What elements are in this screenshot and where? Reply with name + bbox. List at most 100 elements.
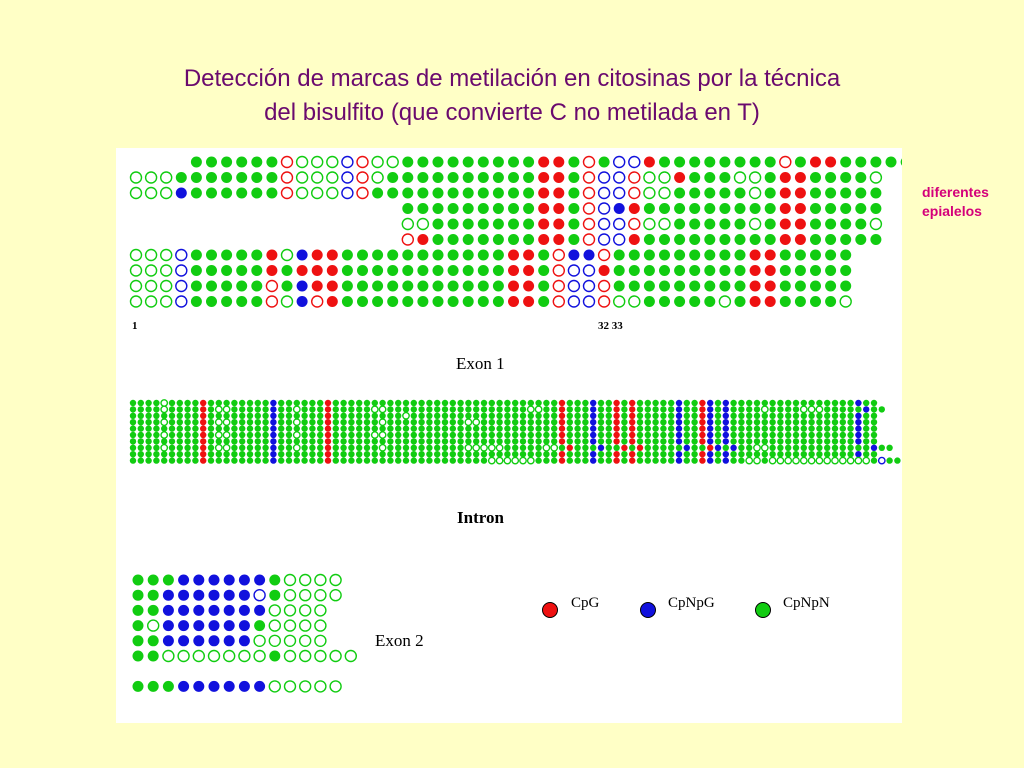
unmethylated-dot (292, 405, 301, 414)
methylated-dot (519, 412, 527, 419)
methylated-dot (558, 406, 566, 413)
methylated-dot (523, 218, 535, 230)
methylated-dot (523, 280, 535, 292)
methylated-dot (251, 187, 263, 199)
methylated-dot (574, 451, 581, 458)
legend: CpG CpNpG CpNpN (542, 595, 830, 618)
methylated-dot (402, 265, 414, 276)
methylated-dot (176, 431, 183, 439)
methylated-dot (238, 574, 250, 586)
methylated-dot (691, 438, 698, 445)
methylated-dot (175, 172, 187, 183)
methylated-dot (208, 635, 220, 647)
methylated-dot (800, 444, 807, 451)
methylated-dot (309, 451, 316, 458)
methylated-dot (477, 218, 489, 230)
methylated-dot (810, 265, 821, 276)
methylated-dot (480, 406, 488, 413)
methylated-dot (137, 444, 144, 451)
unmethylated-dot (341, 186, 354, 200)
methylated-dot (551, 412, 558, 419)
methylated-dot (769, 451, 776, 458)
methylated-dot (777, 425, 784, 432)
methylated-dot (410, 457, 417, 464)
methylated-dot (753, 438, 761, 445)
methylated-dot (262, 406, 269, 413)
methylated-dot (200, 457, 207, 464)
methylated-dot (855, 156, 867, 168)
methylated-dot (402, 399, 410, 407)
methylated-dot (675, 419, 683, 426)
methylated-dot (363, 444, 371, 451)
methylated-dot (605, 457, 612, 464)
methylated-dot (800, 412, 807, 419)
methylated-dot (764, 156, 776, 168)
methylated-dot (840, 203, 852, 214)
methylated-dot (492, 234, 504, 245)
methylated-dot (831, 444, 839, 451)
methylated-dot (794, 203, 806, 214)
methylated-dot (504, 419, 511, 426)
methylated-dot (176, 399, 183, 407)
unmethylated-dot (214, 443, 223, 452)
methylated-dot (519, 399, 527, 407)
methylated-dot (285, 431, 293, 439)
methylated-dot (605, 406, 612, 413)
methylated-dot (753, 425, 761, 432)
methylated-dot (558, 412, 566, 419)
methylated-dot (855, 419, 862, 426)
methylated-dot (293, 399, 300, 407)
methylated-dot (738, 444, 745, 451)
methylated-dot (207, 412, 215, 419)
methylated-dot (746, 431, 753, 439)
methylated-dot (379, 399, 386, 407)
methylated-dot (441, 399, 449, 407)
methylated-dot (278, 457, 285, 464)
methylated-dot (184, 425, 191, 432)
side-note-line-1: diferentes (922, 184, 989, 200)
methylated-dot (847, 399, 854, 407)
methylated-dot (147, 604, 159, 616)
methylated-dot (668, 425, 675, 432)
legend-cpnpn-dot (755, 602, 771, 618)
methylated-dot (417, 265, 429, 276)
methylated-dot (730, 425, 737, 432)
unmethylated-dot (310, 171, 324, 184)
methylated-dot (761, 457, 768, 464)
methylated-dot (441, 457, 449, 464)
methylated-dot (207, 425, 215, 432)
methylated-dot (387, 187, 399, 199)
methylated-dot (477, 172, 489, 183)
methylated-dot (691, 419, 698, 426)
methylated-dot (251, 296, 263, 307)
methylated-dot (410, 406, 417, 413)
unmethylated-dot (314, 634, 327, 647)
methylated-dot (816, 451, 823, 458)
unmethylated-dot (519, 456, 527, 465)
methylated-dot (779, 172, 791, 183)
exon1-position-start: 1 (132, 320, 138, 332)
methylated-dot (504, 399, 511, 407)
methylated-dot (683, 431, 690, 439)
methylated-dot (324, 451, 332, 458)
methylated-dot (779, 280, 791, 292)
unmethylated-dot (292, 418, 301, 427)
methylated-dot (543, 406, 550, 413)
methylated-dot (722, 399, 729, 407)
methylated-dot (764, 218, 776, 230)
methylated-dot (208, 589, 220, 601)
methylated-dot (324, 406, 332, 413)
methylated-dot (137, 431, 144, 439)
methylated-dot (278, 431, 285, 439)
methylated-dot (200, 431, 207, 439)
methylated-dot (847, 406, 854, 413)
methylated-dot (480, 419, 488, 426)
methylated-dot (568, 172, 580, 183)
methylated-dot (582, 412, 589, 419)
unmethylated-dot (160, 171, 173, 184)
methylated-dot (356, 419, 363, 426)
methylated-dot (504, 412, 511, 419)
methylated-dot (870, 457, 878, 464)
methylated-dot (193, 604, 205, 616)
methylated-dot (254, 457, 261, 464)
